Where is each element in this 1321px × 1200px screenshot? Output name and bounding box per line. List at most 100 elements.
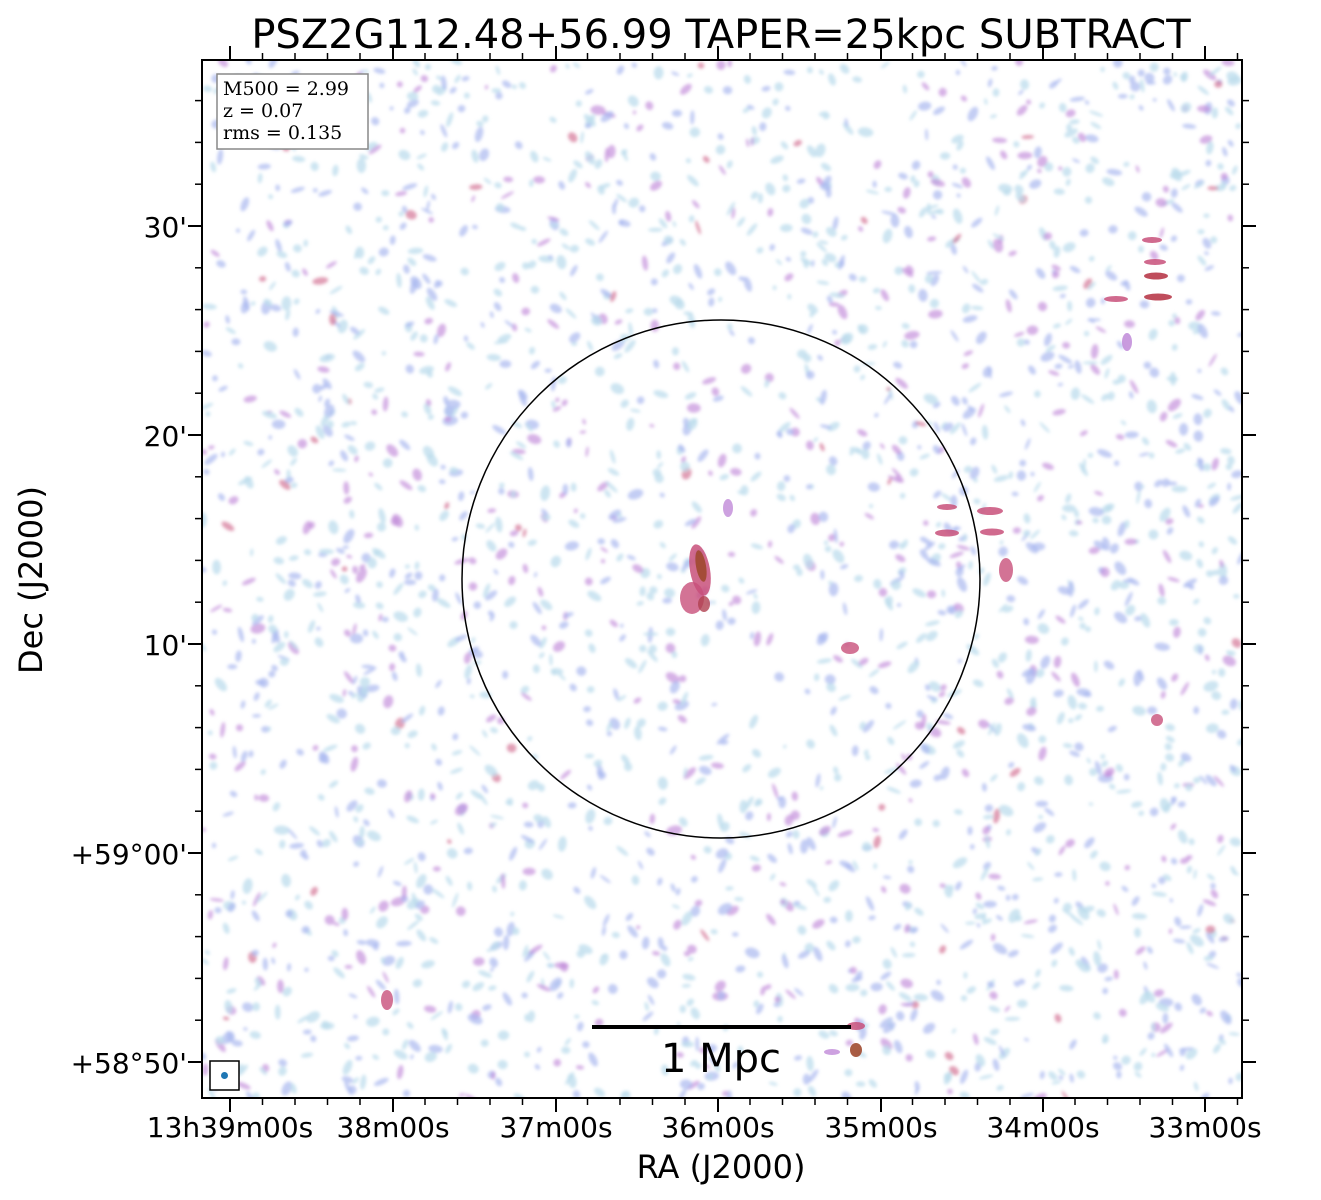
noise-speckle [539,637,547,649]
noise-speckle [893,1040,903,1054]
noise-speckle [636,925,641,930]
noise-speckle [956,193,961,198]
noise-speckle [940,421,947,430]
noise-speckle [780,223,793,233]
noise-speckle [988,873,1002,880]
noise-speckle [970,437,977,446]
noise-speckle [834,339,841,346]
noise-speckle [813,437,819,443]
noise-speckle [966,986,976,994]
noise-speckle [1045,834,1055,844]
noise-speckle [469,694,475,699]
noise-speckle [998,546,1008,557]
noise-speckle [644,831,651,838]
noise-speckle [203,468,210,475]
noise-speckle [844,910,853,922]
noise-speckle [1159,244,1168,251]
noise-speckle [263,341,277,352]
noise-speckle [1192,928,1201,934]
noise-speckle [352,565,359,574]
noise-speckle [792,829,800,839]
noise-speckle [1124,591,1133,607]
noise-speckle [700,929,710,942]
noise-speckle [468,582,478,591]
noise-speckle [1033,776,1044,786]
noise-speckle [1220,367,1229,376]
noise-speckle [1202,463,1211,472]
noise-speckle [718,858,727,873]
x-tick-label: 13h39m00s [147,1111,314,1144]
noise-speckle [355,246,365,259]
noise-speckle [449,87,457,94]
noise-speckle [1197,628,1207,637]
noise-speckle [676,1052,684,1058]
noise-speckle [764,984,772,990]
noise-speckle [1005,894,1011,901]
noise-speckle [828,533,836,542]
noise-speckle [1161,478,1170,487]
noise-speckle [1171,313,1177,319]
noise-speckle [983,814,994,820]
noise-speckle [686,403,701,413]
plot-area [202,60,1242,1098]
noise-speckle [1236,972,1242,977]
noise-speckle [815,773,821,788]
noise-speckle [870,982,883,992]
noise-speckle [328,460,335,467]
noise-speckle [1116,1070,1122,1079]
noise-speckle [260,769,266,775]
noise-speckle [364,69,369,74]
noise-speckle [571,341,578,346]
noise-speckle [1169,618,1179,626]
noise-speckle [1065,493,1072,504]
noise-speckle [447,386,463,397]
noise-speckle [823,896,832,903]
noise-speckle [222,607,233,613]
noise-speckle [1068,947,1075,956]
noise-speckle [440,124,448,138]
noise-speckle [432,588,439,602]
noise-speckle [738,276,746,281]
noise-speckle [782,184,791,193]
noise-speckle [730,468,742,476]
noise-speckle [656,574,662,580]
noise-speckle [469,490,476,495]
noise-speckle [672,699,681,704]
noise-speckle [353,329,366,340]
noise-speckle [459,225,468,237]
noise-speckle [565,438,572,448]
noise-speckle [979,1074,994,1080]
noise-speckle [738,577,745,584]
noise-speckle [547,319,560,329]
noise-speckle [499,360,512,368]
noise-speckle [784,273,794,282]
noise-speckle [413,607,422,618]
noise-speckle [1015,60,1024,66]
noise-speckle [583,706,591,713]
noise-speckle [287,445,298,457]
noise-speckle [800,839,809,854]
noise-speckle [495,516,503,533]
noise-speckle [991,658,999,668]
noise-speckle [406,99,419,108]
noise-speckle [649,153,657,161]
noise-speckle [1094,660,1098,673]
noise-speckle [529,179,534,188]
noise-speckle [1035,267,1046,279]
noise-speckle [960,1069,969,1085]
noise-speckle [218,385,228,392]
noise-speckle [619,634,626,642]
noise-speckle [584,753,595,759]
noise-speckle [776,481,786,492]
noise-speckle [568,168,577,183]
noise-speckle [988,1005,1001,1013]
y-tick-label: 10' [144,629,187,662]
noise-speckle [657,701,668,711]
noise-speckle [806,370,815,380]
noise-speckle [304,900,313,910]
noise-speckle [828,73,836,86]
noise-speckle [778,796,787,809]
noise-speckle [514,524,522,532]
noise-speckle [703,846,712,854]
noise-speckle [896,603,902,607]
